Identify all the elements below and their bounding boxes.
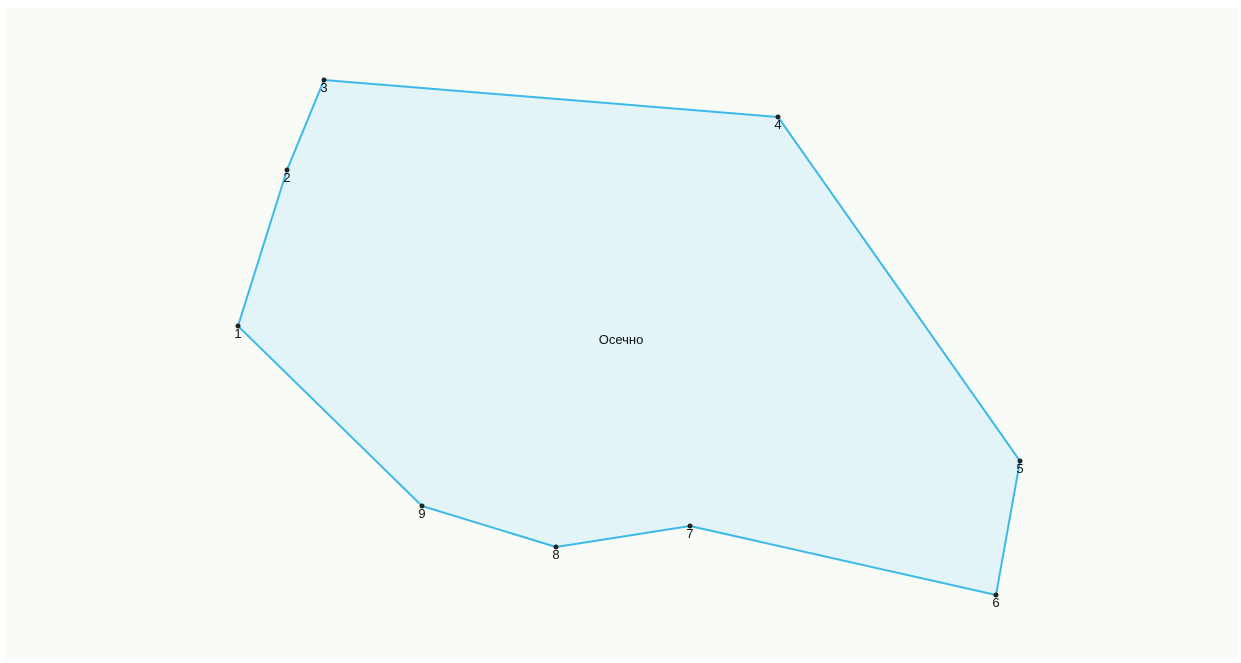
parcel-label: Осечно [599,332,644,347]
vertex [321,77,327,83]
vertex-label: 6 [992,595,999,610]
vertex-label: 4 [774,117,781,132]
parcel [237,79,1021,596]
vertex [993,592,999,598]
vertex-label: 9 [418,506,425,521]
vertex [687,523,693,529]
vertex-label: 7 [686,526,693,541]
vertex [775,114,781,120]
vertex [284,167,290,173]
vertex [235,323,241,329]
vertex [553,544,559,550]
vertex-label: 3 [320,80,327,95]
vertex [419,503,425,509]
vertex-label: 8 [552,547,559,562]
vertex [1017,458,1023,464]
vertex-label: 5 [1016,461,1023,476]
vertex-label: 1 [234,326,241,341]
vertex-label: 2 [283,170,290,185]
